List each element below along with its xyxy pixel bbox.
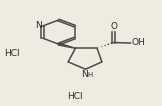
Text: H: H xyxy=(87,72,92,78)
Text: OH: OH xyxy=(132,38,145,47)
Text: O: O xyxy=(110,22,117,31)
Text: HCl: HCl xyxy=(67,92,82,101)
Text: HCl: HCl xyxy=(4,49,20,57)
Text: N: N xyxy=(36,21,42,30)
Polygon shape xyxy=(58,43,75,48)
Text: N: N xyxy=(81,70,88,80)
